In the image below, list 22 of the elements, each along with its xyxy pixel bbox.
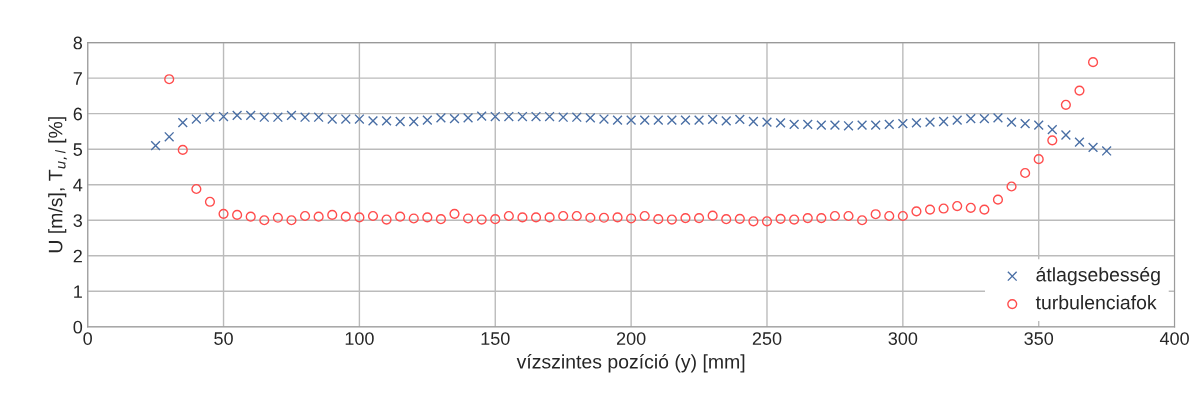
- y-tick-label: 6: [73, 107, 83, 121]
- y-tick-label: 2: [73, 249, 82, 263]
- x-tick-label: 200: [616, 332, 646, 345]
- y-tick-label: 5: [73, 143, 83, 156]
- x-tick-label: 0: [83, 332, 92, 345]
- x-axis-title: vízszintes pozíció (y) [mm]: [516, 354, 745, 373]
- y-tick-label: 8: [73, 36, 83, 50]
- legend-label: turbulenciafok: [1035, 295, 1157, 310]
- y-axis-title: U [m/s], T$_{u,l}$ [%]: [48, 117, 68, 253]
- x-tick-label: 100: [345, 332, 374, 345]
- y-tick-label: 1: [74, 285, 82, 298]
- x-tick-label: 150: [481, 332, 510, 345]
- x-tick-label: 400: [1159, 332, 1189, 345]
- y-tick-label: 3: [73, 214, 83, 227]
- y-tick-label: 0: [73, 320, 83, 334]
- y-tick-label: 7: [73, 72, 82, 85]
- x-tick-label: 350: [1024, 332, 1054, 345]
- x-tick-label: 300: [888, 332, 918, 345]
- x-tick-label: 250: [752, 332, 782, 345]
- y-tick-label: 4: [73, 178, 83, 192]
- x-tick-label: 50: [214, 332, 233, 345]
- legend-label: átlagsebesség: [1036, 267, 1160, 286]
